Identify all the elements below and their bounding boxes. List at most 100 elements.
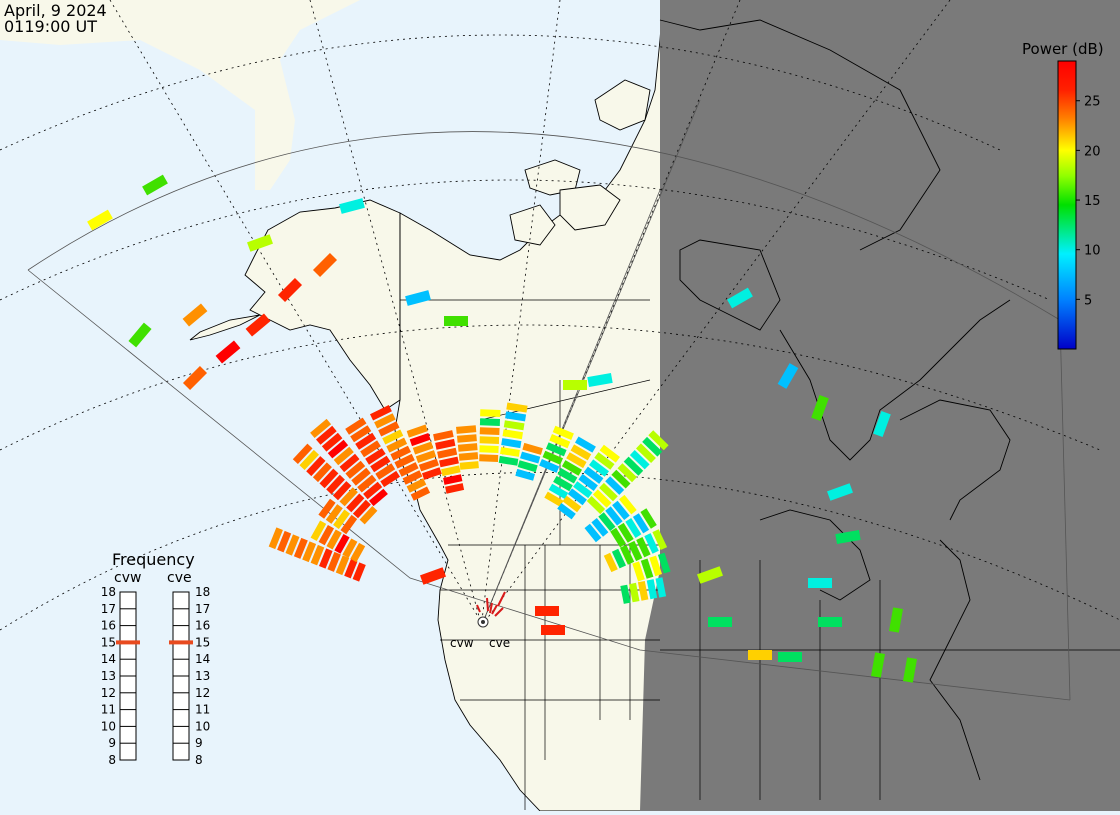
echo-cell (575, 436, 596, 453)
echo-cell (380, 470, 400, 488)
echo-cell (299, 449, 319, 470)
frequency-scale-label: 8 (195, 753, 203, 767)
frequency-scale-label: 11 (195, 703, 210, 717)
echo-cell (636, 537, 651, 558)
echo-cell (327, 439, 349, 459)
echo-cell (312, 462, 332, 483)
echo-cell (628, 540, 643, 562)
echo-cell (605, 506, 623, 526)
echo-cell (441, 465, 461, 477)
echo-cell (357, 474, 377, 493)
echo-cell (567, 488, 587, 506)
echo-cell (611, 469, 631, 489)
echo-cell (642, 436, 663, 457)
echo-cell (640, 558, 654, 579)
echo-cell (748, 650, 772, 660)
echo-cell (310, 520, 327, 541)
echo-cell (386, 437, 408, 453)
echo-cell (340, 514, 358, 535)
echo-cell (587, 372, 613, 388)
echo-cell (327, 551, 341, 572)
echo-cell (827, 483, 853, 501)
echo-cell (515, 468, 535, 481)
echo-cell (697, 566, 723, 584)
echo-cell (321, 432, 343, 452)
echo-cell (415, 450, 437, 463)
echo-cell (402, 470, 423, 485)
echo-cell (406, 424, 428, 438)
colorbar-scale (1057, 60, 1077, 350)
echo-cell (557, 468, 578, 484)
echo-cell (318, 498, 336, 519)
echo-cell (835, 529, 861, 545)
echo-cell (652, 529, 668, 550)
echo-cell (480, 409, 501, 417)
frequency-label-cvw: cvw (114, 570, 141, 586)
echo-cell (541, 625, 565, 635)
colorbar-ticks: 25 20 15 10 5 (1076, 95, 1101, 308)
echo-cell (657, 552, 671, 574)
echo-cell (586, 496, 606, 515)
landmass-siberia (0, 0, 360, 190)
echo-cell (312, 252, 338, 278)
echo-cell (811, 395, 829, 421)
colorbar-tick-label: 10 (1084, 244, 1101, 259)
echo-cell (406, 478, 427, 493)
echo-cell (352, 562, 366, 582)
echo-cell (778, 652, 802, 662)
frequency-scale-label: 10 (195, 719, 210, 733)
night-coastlines (659, 19, 1011, 781)
echo-cell (346, 493, 365, 513)
echo-cell (398, 462, 419, 477)
echo-cell (708, 617, 732, 627)
echo-cell (592, 489, 612, 508)
frequency-indicator-cvw (116, 640, 140, 645)
echo-cell (342, 538, 358, 558)
echo-cell (277, 277, 303, 303)
echo-cell (542, 450, 563, 465)
echo-cell (285, 534, 300, 556)
echo-cell (302, 541, 317, 563)
night-region-edge (640, 0, 660, 811)
echo-cell (625, 518, 642, 538)
echo-cell (268, 527, 283, 550)
echo-cell (566, 452, 587, 469)
time-label: 0119:00 UT (4, 17, 97, 36)
echo-cell (548, 483, 569, 499)
echo-cell (902, 657, 918, 683)
frequency-scale-label: 18 (101, 585, 116, 599)
landmass-alaska (244, 199, 401, 411)
echo-cell (629, 582, 640, 603)
echo-cell (247, 234, 273, 252)
echo-cell (591, 518, 609, 537)
echo-cell (363, 481, 383, 500)
echo-cell (620, 584, 631, 604)
frequency-scale-label: 11 (101, 703, 116, 717)
echo-cell (649, 555, 662, 577)
echo-cell (351, 467, 371, 486)
colorbar-tick-label: 20 (1084, 144, 1101, 159)
echo-cell (374, 413, 396, 429)
echo-cell (599, 444, 620, 463)
echo-cell (326, 474, 345, 495)
echo-cell (644, 533, 659, 554)
echo-cell (573, 481, 593, 499)
echo-cell (617, 522, 634, 543)
echo-cell (319, 468, 339, 489)
echo-cell (553, 475, 573, 492)
echo-cell (632, 561, 645, 582)
echo-cell (603, 552, 618, 573)
fov-outline (27, 99, 1071, 701)
echo-cell (457, 434, 477, 443)
echo-cell (503, 420, 525, 431)
echo-cell (142, 174, 168, 196)
echo-cell (655, 577, 667, 598)
echo-cell (888, 607, 904, 633)
echo-cell (637, 581, 649, 601)
echo-cell (501, 438, 522, 449)
echo-cell (318, 525, 334, 546)
echo-cell (316, 425, 337, 445)
echo-cell (182, 303, 208, 327)
echo-cell (128, 322, 152, 348)
